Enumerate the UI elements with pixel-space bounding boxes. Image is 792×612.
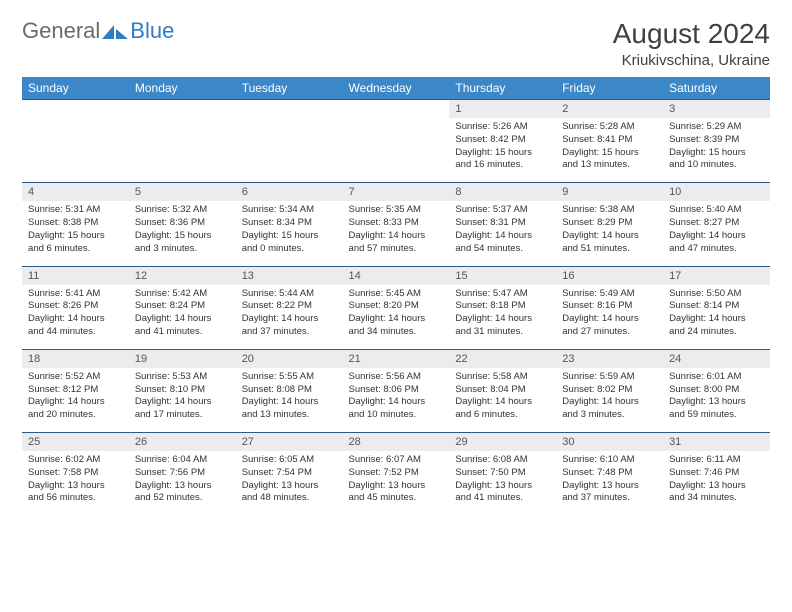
weekday-header: Sunday <box>22 77 129 100</box>
day-detail-row: Sunrise: 5:41 AMSunset: 8:26 PMDaylight:… <box>22 285 770 350</box>
day-detail-cell: Sunrise: 6:10 AMSunset: 7:48 PMDaylight:… <box>556 451 663 515</box>
day-number-cell <box>22 100 129 119</box>
day-number-cell: 17 <box>663 266 770 285</box>
day-number-cell: 16 <box>556 266 663 285</box>
day-number-cell: 21 <box>343 349 450 368</box>
day-number-cell: 5 <box>129 183 236 202</box>
weekday-header: Monday <box>129 77 236 100</box>
day-number-cell: 24 <box>663 349 770 368</box>
weekday-header: Tuesday <box>236 77 343 100</box>
logo-text-general: General <box>22 18 100 43</box>
day-number-cell <box>129 100 236 119</box>
month-title: August 2024 <box>613 18 770 50</box>
day-number-cell: 6 <box>236 183 343 202</box>
day-detail-cell: Sunrise: 5:52 AMSunset: 8:12 PMDaylight:… <box>22 368 129 433</box>
day-detail-cell: Sunrise: 5:56 AMSunset: 8:06 PMDaylight:… <box>343 368 450 433</box>
day-number-cell: 4 <box>22 183 129 202</box>
day-number-row: 18192021222324 <box>22 349 770 368</box>
day-number-cell: 3 <box>663 100 770 119</box>
weekday-header: Thursday <box>449 77 556 100</box>
day-detail-cell <box>236 118 343 183</box>
day-number-cell: 15 <box>449 266 556 285</box>
day-number-cell: 7 <box>343 183 450 202</box>
location: Kriukivschina, Ukraine <box>613 52 770 69</box>
logo-sail-icon <box>102 23 128 39</box>
day-number-cell: 27 <box>236 433 343 452</box>
weekday-header: Friday <box>556 77 663 100</box>
day-number-cell: 30 <box>556 433 663 452</box>
day-detail-cell <box>343 118 450 183</box>
weekday-header: Wednesday <box>343 77 450 100</box>
logo: General Blue <box>22 18 174 44</box>
day-detail-cell: Sunrise: 5:59 AMSunset: 8:02 PMDaylight:… <box>556 368 663 433</box>
page-header: General Blue August 2024 Kriukivschina, … <box>22 18 770 69</box>
day-number-cell: 14 <box>343 266 450 285</box>
day-detail-cell: Sunrise: 5:53 AMSunset: 8:10 PMDaylight:… <box>129 368 236 433</box>
day-detail-cell: Sunrise: 5:41 AMSunset: 8:26 PMDaylight:… <box>22 285 129 350</box>
day-detail-cell: Sunrise: 5:44 AMSunset: 8:22 PMDaylight:… <box>236 285 343 350</box>
day-detail-cell: Sunrise: 5:31 AMSunset: 8:38 PMDaylight:… <box>22 201 129 266</box>
day-detail-cell: Sunrise: 5:26 AMSunset: 8:42 PMDaylight:… <box>449 118 556 183</box>
day-detail-row: Sunrise: 6:02 AMSunset: 7:58 PMDaylight:… <box>22 451 770 515</box>
day-number-cell: 2 <box>556 100 663 119</box>
day-detail-cell: Sunrise: 5:37 AMSunset: 8:31 PMDaylight:… <box>449 201 556 266</box>
day-detail-cell: Sunrise: 5:40 AMSunset: 8:27 PMDaylight:… <box>663 201 770 266</box>
day-detail-cell <box>129 118 236 183</box>
day-number-cell: 28 <box>343 433 450 452</box>
day-detail-row: Sunrise: 5:52 AMSunset: 8:12 PMDaylight:… <box>22 368 770 433</box>
day-detail-cell <box>22 118 129 183</box>
calendar-table: SundayMondayTuesdayWednesdayThursdayFrid… <box>22 77 770 515</box>
day-detail-cell: Sunrise: 6:11 AMSunset: 7:46 PMDaylight:… <box>663 451 770 515</box>
day-number-cell: 23 <box>556 349 663 368</box>
day-detail-cell: Sunrise: 5:45 AMSunset: 8:20 PMDaylight:… <box>343 285 450 350</box>
day-number-row: 123 <box>22 100 770 119</box>
day-detail-cell: Sunrise: 6:08 AMSunset: 7:50 PMDaylight:… <box>449 451 556 515</box>
day-number-cell: 25 <box>22 433 129 452</box>
day-detail-cell: Sunrise: 5:58 AMSunset: 8:04 PMDaylight:… <box>449 368 556 433</box>
day-detail-row: Sunrise: 5:26 AMSunset: 8:42 PMDaylight:… <box>22 118 770 183</box>
day-detail-cell: Sunrise: 6:04 AMSunset: 7:56 PMDaylight:… <box>129 451 236 515</box>
day-number-cell: 12 <box>129 266 236 285</box>
day-number-cell: 19 <box>129 349 236 368</box>
day-number-row: 45678910 <box>22 183 770 202</box>
day-number-cell: 10 <box>663 183 770 202</box>
logo-text: General <box>22 18 100 44</box>
day-number-cell: 11 <box>22 266 129 285</box>
day-number-cell <box>236 100 343 119</box>
day-number-row: 25262728293031 <box>22 433 770 452</box>
day-number-row: 11121314151617 <box>22 266 770 285</box>
day-detail-cell: Sunrise: 5:29 AMSunset: 8:39 PMDaylight:… <box>663 118 770 183</box>
logo-text-blue-wrap: Blue <box>130 18 174 44</box>
day-detail-row: Sunrise: 5:31 AMSunset: 8:38 PMDaylight:… <box>22 201 770 266</box>
weekday-header: Saturday <box>663 77 770 100</box>
day-number-cell: 31 <box>663 433 770 452</box>
day-number-cell: 9 <box>556 183 663 202</box>
day-number-cell: 1 <box>449 100 556 119</box>
day-detail-cell: Sunrise: 5:42 AMSunset: 8:24 PMDaylight:… <box>129 285 236 350</box>
day-number-cell: 20 <box>236 349 343 368</box>
day-detail-cell: Sunrise: 5:34 AMSunset: 8:34 PMDaylight:… <box>236 201 343 266</box>
day-detail-cell: Sunrise: 6:01 AMSunset: 8:00 PMDaylight:… <box>663 368 770 433</box>
day-number-cell: 18 <box>22 349 129 368</box>
day-detail-cell: Sunrise: 5:50 AMSunset: 8:14 PMDaylight:… <box>663 285 770 350</box>
day-number-cell: 8 <box>449 183 556 202</box>
day-number-cell: 29 <box>449 433 556 452</box>
day-detail-cell: Sunrise: 6:02 AMSunset: 7:58 PMDaylight:… <box>22 451 129 515</box>
logo-text-blue: Blue <box>130 18 174 43</box>
day-detail-cell: Sunrise: 5:28 AMSunset: 8:41 PMDaylight:… <box>556 118 663 183</box>
day-detail-cell: Sunrise: 6:07 AMSunset: 7:52 PMDaylight:… <box>343 451 450 515</box>
day-number-cell <box>343 100 450 119</box>
day-detail-cell: Sunrise: 6:05 AMSunset: 7:54 PMDaylight:… <box>236 451 343 515</box>
weekday-header-row: SundayMondayTuesdayWednesdayThursdayFrid… <box>22 77 770 100</box>
day-number-cell: 26 <box>129 433 236 452</box>
day-detail-cell: Sunrise: 5:32 AMSunset: 8:36 PMDaylight:… <box>129 201 236 266</box>
day-detail-cell: Sunrise: 5:35 AMSunset: 8:33 PMDaylight:… <box>343 201 450 266</box>
day-detail-cell: Sunrise: 5:55 AMSunset: 8:08 PMDaylight:… <box>236 368 343 433</box>
day-detail-cell: Sunrise: 5:38 AMSunset: 8:29 PMDaylight:… <box>556 201 663 266</box>
title-block: August 2024 Kriukivschina, Ukraine <box>613 18 770 69</box>
day-number-cell: 13 <box>236 266 343 285</box>
day-detail-cell: Sunrise: 5:47 AMSunset: 8:18 PMDaylight:… <box>449 285 556 350</box>
day-number-cell: 22 <box>449 349 556 368</box>
day-detail-cell: Sunrise: 5:49 AMSunset: 8:16 PMDaylight:… <box>556 285 663 350</box>
